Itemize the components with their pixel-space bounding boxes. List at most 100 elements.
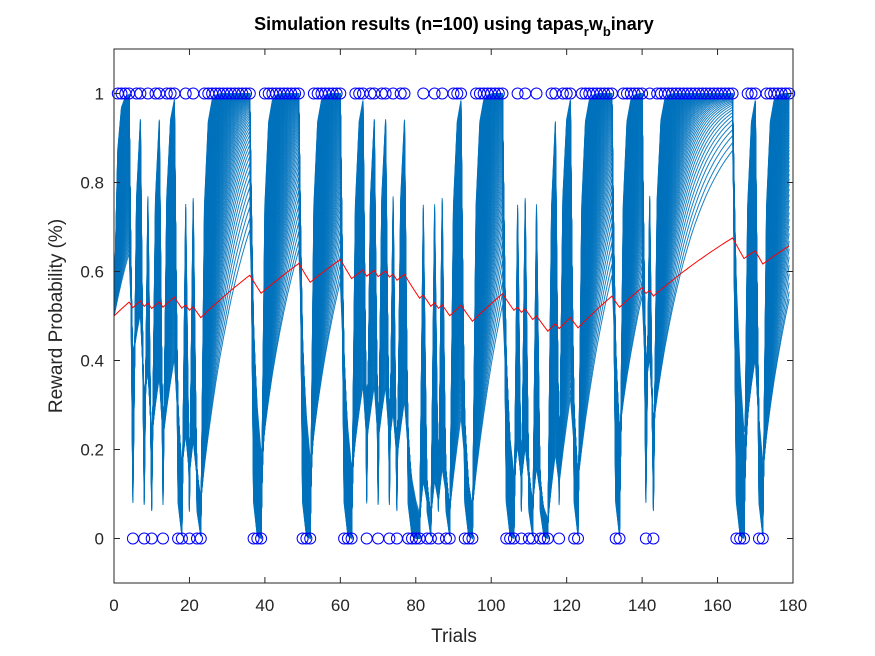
outcome-point [741, 87, 754, 100]
x-tick-label: 160 [703, 596, 731, 615]
y-tick-label: 0 [95, 530, 104, 549]
outcome-point [240, 87, 252, 100]
axes-box [113, 48, 794, 584]
outcome-point [191, 532, 203, 545]
outcome-point [440, 532, 452, 545]
chart-title-w: w [588, 14, 604, 34]
outcome-point [341, 532, 354, 545]
chart-title-end: inary [611, 14, 654, 34]
outcome-point [443, 532, 456, 545]
outcome-point [530, 87, 543, 100]
outcome-point [730, 532, 743, 545]
outcome-point [285, 87, 298, 100]
outcome-point [500, 532, 513, 545]
outcome-point [138, 532, 151, 545]
y-axis: 0 0.2 0.4 0.6 0.8 1 [80, 85, 793, 549]
outcome-point [609, 532, 622, 545]
outcome-point [507, 532, 520, 545]
outcome-point [534, 532, 547, 545]
x-tick-label: 180 [779, 596, 807, 615]
outcome-point [753, 532, 765, 545]
outcome-point [247, 532, 260, 545]
chart-title-sub-r: r [584, 24, 589, 39]
outcome-point [613, 532, 626, 545]
outcome-point [428, 87, 441, 100]
outcome-point [560, 87, 573, 100]
outcome-point [489, 87, 501, 100]
outcome-point [349, 87, 362, 100]
outcome-point [602, 87, 615, 100]
outcome-point [296, 532, 309, 545]
outcome-point [134, 87, 147, 100]
outcome-point [326, 87, 339, 100]
outcome-point [738, 532, 750, 545]
outcome-point [292, 87, 305, 100]
y-tick-label: 0.8 [80, 174, 104, 193]
outcome-point [406, 532, 418, 545]
y-tick-label: 0.4 [80, 352, 104, 371]
outcome-point [511, 87, 524, 100]
outcome-point [726, 87, 739, 100]
outcome-point [330, 87, 343, 100]
outcome-point [383, 532, 396, 545]
outcome-point [492, 87, 505, 100]
x-tick-label: 120 [552, 596, 580, 615]
outcome-markers [111, 87, 796, 545]
y-tick-label: 0.6 [80, 263, 104, 282]
outcome-point [236, 87, 249, 100]
outcome-point [538, 532, 550, 545]
x-tick-label: 20 [180, 596, 199, 615]
outcome-point [783, 87, 796, 100]
outcome-point [175, 532, 188, 545]
outcome-point [447, 87, 460, 100]
chart-title: Simulation results (n=100) using tapasrw… [254, 14, 654, 39]
x-axis-label: Trials [431, 626, 477, 647]
mean-trajectory-series [114, 237, 790, 332]
y-tick-label: 1 [95, 85, 104, 104]
outcome-point [251, 532, 264, 545]
chart-title-sub-b: b [603, 24, 611, 39]
outcome-point [466, 532, 479, 545]
outcome-point [424, 532, 437, 545]
x-tick-label: 0 [109, 596, 118, 615]
outcome-point [379, 87, 392, 100]
x-tick-label: 80 [406, 596, 425, 615]
outcome-point [462, 532, 475, 545]
outcome-point [289, 87, 302, 100]
outcome-point [300, 532, 313, 545]
mean-trajectory-line [114, 237, 790, 332]
outcome-point [722, 87, 735, 100]
outcome-point [345, 532, 358, 545]
outcome-point [598, 87, 611, 100]
outcome-point [628, 87, 641, 100]
outcome-point [639, 532, 652, 545]
outcome-point [496, 87, 509, 100]
x-tick-label: 100 [477, 596, 505, 615]
x-tick-label: 60 [331, 596, 350, 615]
outcome-point [745, 87, 758, 100]
x-tick-label: 140 [628, 596, 656, 615]
outcome-point [179, 87, 192, 100]
outcome-point [164, 87, 177, 100]
outcome-point [572, 532, 584, 545]
outcome-point [734, 532, 747, 545]
simulation-line [114, 93, 790, 540]
x-tick-label: 40 [255, 596, 274, 615]
outcome-point [334, 87, 347, 100]
outcome-point [398, 87, 411, 100]
outcome-point [719, 87, 732, 100]
outcome-point [304, 532, 317, 545]
outcome-point [255, 532, 268, 545]
outcome-point [157, 532, 169, 545]
outcome-point [451, 87, 464, 100]
outcome-point [455, 87, 467, 100]
outcome-point [553, 532, 566, 545]
outcome-point [394, 87, 407, 100]
outcome-point [194, 532, 207, 545]
y-axis-label: Reward Probability (%) [46, 219, 67, 413]
outcome-point [458, 532, 471, 545]
outcome-point [568, 532, 581, 545]
y-tick-label: 0.2 [80, 441, 104, 460]
chart-title-main: Simulation results (n=100) using tapas [254, 14, 584, 34]
